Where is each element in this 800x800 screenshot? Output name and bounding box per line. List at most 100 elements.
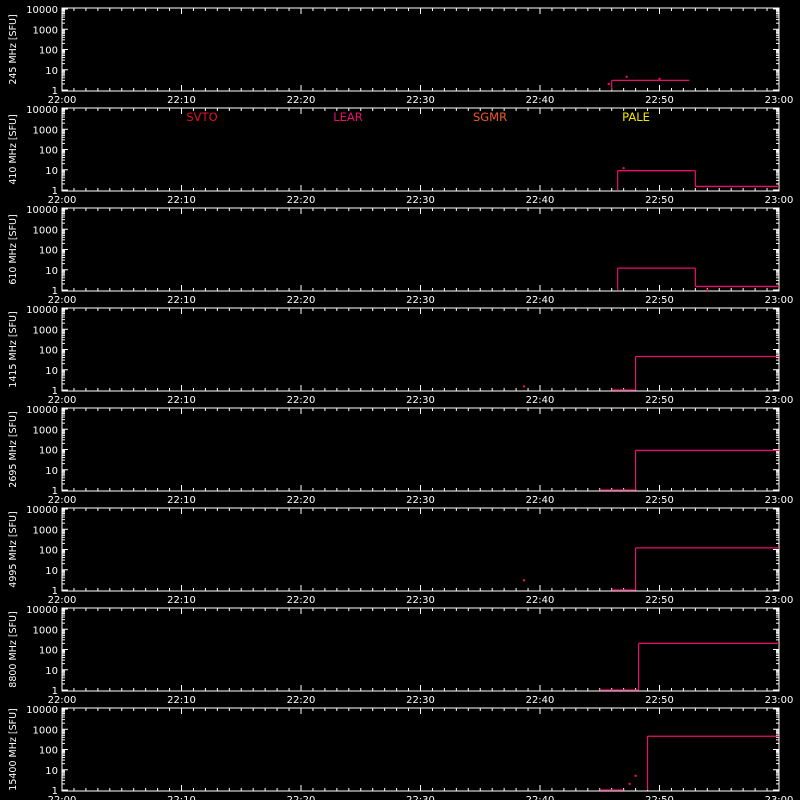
x-tick-label: 22:10 <box>167 295 196 306</box>
y-axis-label: 1415 MHz [SFU] <box>8 311 19 387</box>
panel-6: 1 10 100 1000 10000 22:00 22:10 22:20 22:30 22:40… <box>8 505 793 606</box>
x-tick-label: 22:30 <box>406 395 435 406</box>
y-tick-label: 100 <box>39 46 58 57</box>
x-tick-label: 22:40 <box>526 495 555 506</box>
x-tick-label: 23:00 <box>765 95 794 106</box>
x-tick-label: 22:30 <box>406 795 435 800</box>
panel-1: 1 10 100 1000 10000 22:00 22:10 22:20 22:30 22:40… <box>8 5 793 106</box>
y-tick-label: 10000 <box>26 305 58 316</box>
panel-8: 1 10 100 1000 10000 22:00 22:10 22:20 22:30 22:40… <box>8 705 793 800</box>
x-tick-label: 22:40 <box>526 295 555 306</box>
y-axis-label: 410 MHz [SFU] <box>8 114 19 184</box>
x-tick-label: 22:10 <box>167 195 196 206</box>
x-tick-label: 22:20 <box>287 695 316 706</box>
y-tick-label: 1 <box>52 186 58 197</box>
legend-svto: SVTO <box>186 110 217 124</box>
x-tick-label: 22:30 <box>406 95 435 106</box>
plot-frame <box>61 707 780 792</box>
x-tick-label: 23:00 <box>765 295 794 306</box>
x-tick-label: 22:20 <box>287 395 316 406</box>
y-axis-label: 610 MHz [SFU] <box>8 214 19 284</box>
x-tick-label: 22:40 <box>526 395 555 406</box>
y-tick-label: 10 <box>45 566 58 577</box>
x-tick-label: 23:00 <box>765 795 794 800</box>
plot-frame <box>61 607 780 692</box>
y-tick-label: 1 <box>52 86 58 97</box>
flux-point <box>522 579 526 582</box>
plot-frame <box>61 7 780 92</box>
x-tick-label: 23:00 <box>765 595 794 606</box>
y-tick-label: 10000 <box>26 5 58 16</box>
x-tick-label: 23:00 <box>765 495 794 506</box>
y-tick-label: 100 <box>39 346 58 357</box>
plot-frame <box>61 507 780 592</box>
x-tick-label: 22:10 <box>167 395 196 406</box>
flux-point <box>628 782 631 786</box>
legend-sgmr: SGMR <box>473 110 507 124</box>
flux-point <box>625 75 628 78</box>
y-tick-label: 1 <box>52 286 58 297</box>
plot-frame <box>61 407 780 492</box>
y-tick-label: 10000 <box>26 505 58 516</box>
x-tick-label: 22:20 <box>287 595 316 606</box>
y-tick-label: 1 <box>52 486 58 497</box>
y-tick-label: 10 <box>45 466 58 477</box>
y-tick-label: 100 <box>39 146 58 157</box>
y-axis-label: 2695 MHz [SFU] <box>8 411 19 487</box>
flux-point <box>607 82 610 86</box>
y-tick-label: 100 <box>39 746 58 757</box>
x-tick-label: 22:10 <box>167 495 196 506</box>
legend-pale: PALE <box>622 110 650 124</box>
x-tick-label: 22:10 <box>167 795 196 800</box>
x-tick-label: 22:30 <box>406 495 435 506</box>
x-tick-label: 22:20 <box>287 95 316 106</box>
plot-frame <box>61 107 780 192</box>
legend-lear: LEAR <box>333 110 363 124</box>
y-tick-label: 1 <box>52 586 58 597</box>
y-tick-label: 1000 <box>33 325 58 336</box>
x-tick-label: 22:10 <box>167 695 196 706</box>
x-tick-label: 22:30 <box>406 295 435 306</box>
plot-frame <box>61 207 780 292</box>
y-tick-label: 1 <box>52 786 58 797</box>
y-tick-label: 1000 <box>33 725 58 736</box>
x-tick-label: 22:40 <box>526 95 555 106</box>
y-tick-label: 10 <box>45 666 58 677</box>
x-tick-label: 22:20 <box>287 295 316 306</box>
x-tick-label: 22:00 <box>48 595 77 606</box>
y-tick-label: 1000 <box>33 225 58 236</box>
y-tick-label: 10 <box>45 366 58 377</box>
y-tick-label: 1 <box>52 686 58 697</box>
y-tick-label: 10 <box>45 766 58 777</box>
y-axis-label: 8800 MHz [SFU] <box>8 611 19 687</box>
x-tick-label: 22:50 <box>645 195 674 206</box>
y-axis-label: 245 MHz [SFU] <box>8 14 19 84</box>
x-tick-label: 22:30 <box>406 695 435 706</box>
x-tick-label: 22:20 <box>287 495 316 506</box>
x-tick-label: 22:00 <box>48 295 77 306</box>
y-tick-label: 1000 <box>33 25 58 36</box>
flux-point <box>622 166 625 170</box>
x-tick-label: 22:00 <box>48 795 77 800</box>
x-tick-label: 22:50 <box>645 495 674 506</box>
y-tick-label: 100 <box>39 446 58 457</box>
x-tick-label: 22:00 <box>48 395 77 406</box>
y-tick-label: 1 <box>52 386 58 397</box>
y-tick-label: 10000 <box>26 605 58 616</box>
panel-2: 1 10 100 1000 10000 22:00 22:10 22:20 22:30 22:40… <box>8 105 793 206</box>
x-tick-label: 22:30 <box>406 595 435 606</box>
y-tick-label: 100 <box>39 246 58 257</box>
x-tick-label: 22:50 <box>645 395 674 406</box>
x-tick-label: 22:50 <box>645 595 674 606</box>
panel-4: 1 10 100 1000 10000 22:00 22:10 22:20 22:30 22:40… <box>8 305 793 406</box>
y-tick-label: 10000 <box>26 705 58 716</box>
x-tick-label: 22:50 <box>645 695 674 706</box>
x-tick-label: 22:30 <box>406 195 435 206</box>
x-tick-label: 22:50 <box>645 295 674 306</box>
x-tick-label: 22:50 <box>645 95 674 106</box>
x-tick-label: 22:20 <box>287 795 316 800</box>
y-tick-label: 10000 <box>26 105 58 116</box>
y-tick-label: 1000 <box>33 425 58 436</box>
x-tick-label: 22:40 <box>526 195 555 206</box>
